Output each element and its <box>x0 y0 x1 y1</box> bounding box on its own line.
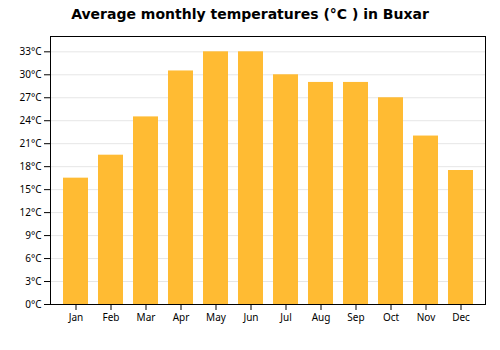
svg-text:27°C: 27°C <box>19 90 42 104</box>
svg-text:18°C: 18°C <box>19 159 42 173</box>
svg-text:3°C: 3°C <box>25 274 42 288</box>
svg-text:0°C: 0°C <box>25 297 42 311</box>
svg-text:21°C: 21°C <box>19 136 42 150</box>
svg-text:24°C: 24°C <box>19 113 42 127</box>
svg-text:6°C: 6°C <box>25 251 42 265</box>
svg-text:Aug: Aug <box>312 310 331 324</box>
svg-text:Sep: Sep <box>347 310 364 324</box>
svg-text:12°C: 12°C <box>19 205 42 219</box>
svg-text:9°C: 9°C <box>25 228 42 242</box>
svg-text:Nov: Nov <box>417 310 436 324</box>
svg-text:Jan: Jan <box>68 310 84 324</box>
svg-text:Dec: Dec <box>452 310 470 324</box>
svg-text:May: May <box>206 310 227 324</box>
svg-text:Mar: Mar <box>137 310 156 324</box>
svg-text:30°C: 30°C <box>19 67 42 81</box>
svg-text:15°C: 15°C <box>19 182 42 196</box>
svg-text:33°C: 33°C <box>19 44 42 58</box>
svg-text:Apr: Apr <box>173 310 190 324</box>
svg-text:Feb: Feb <box>103 310 120 324</box>
svg-text:Jul: Jul <box>279 310 292 324</box>
svg-text:Jun: Jun <box>242 310 258 324</box>
html-text:Average monthly temperatures (: Average monthly temperatures (°C ) in Bu… <box>71 6 429 22</box>
svg-text:Oct: Oct <box>383 310 400 324</box>
